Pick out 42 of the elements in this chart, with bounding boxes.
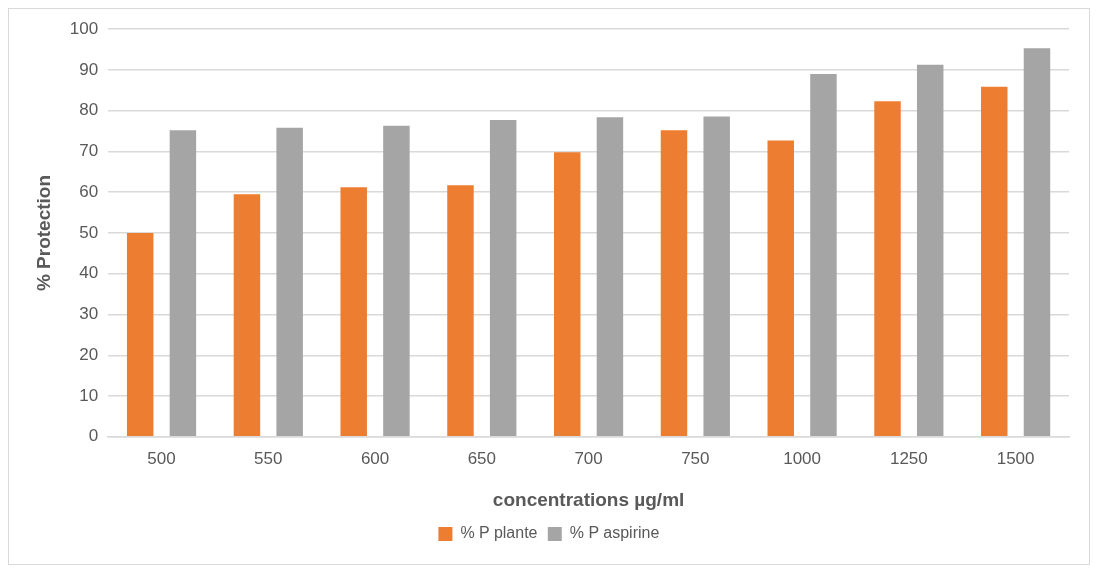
bar [810, 74, 837, 437]
x-tick-label: 1500 [996, 448, 1035, 468]
y-tick-label: 0 [88, 426, 99, 446]
bar [874, 101, 901, 437]
y-tick-label: 60 [79, 181, 99, 201]
y-tick-label: 40 [79, 263, 99, 283]
legend-label: % P plante [460, 524, 538, 542]
y-tick-label: 70 [79, 141, 99, 161]
bar [767, 140, 794, 437]
bar [340, 187, 367, 437]
bar [489, 120, 517, 437]
x-tick-label: 1250 [889, 448, 928, 468]
y-tick-label: 100 [69, 18, 99, 38]
bar [383, 125, 410, 437]
bar [1023, 48, 1051, 437]
x-tick-label: 1000 [783, 448, 822, 468]
y-tick-label: 80 [79, 100, 99, 120]
x-axis-title: concentrations µg/ml [492, 488, 685, 510]
y-tick-label: 50 [79, 222, 99, 242]
bar [596, 117, 624, 437]
x-tick-label: 600 [360, 448, 390, 468]
x-tick-label: 500 [147, 448, 176, 468]
y-axis-title: % Protection [32, 174, 54, 292]
x-tick-label: 650 [467, 448, 497, 468]
bar [276, 127, 303, 437]
y-tick-label: 90 [79, 59, 99, 79]
x-tick-label: 750 [681, 448, 710, 468]
bar [233, 194, 261, 437]
bar [660, 130, 688, 437]
legend-label: % P aspirine [569, 524, 660, 542]
x-tick-label: 700 [574, 448, 603, 468]
bar [126, 233, 154, 437]
bar [981, 86, 1008, 437]
y-tick-label: 10 [79, 385, 99, 405]
bar [553, 152, 581, 437]
y-tick-label: 20 [79, 344, 99, 364]
y-tick-label: 30 [79, 304, 99, 324]
bar [916, 64, 944, 437]
bar [447, 185, 474, 437]
bar [703, 116, 730, 437]
x-tick-label: 550 [254, 448, 283, 468]
bar [169, 130, 197, 437]
